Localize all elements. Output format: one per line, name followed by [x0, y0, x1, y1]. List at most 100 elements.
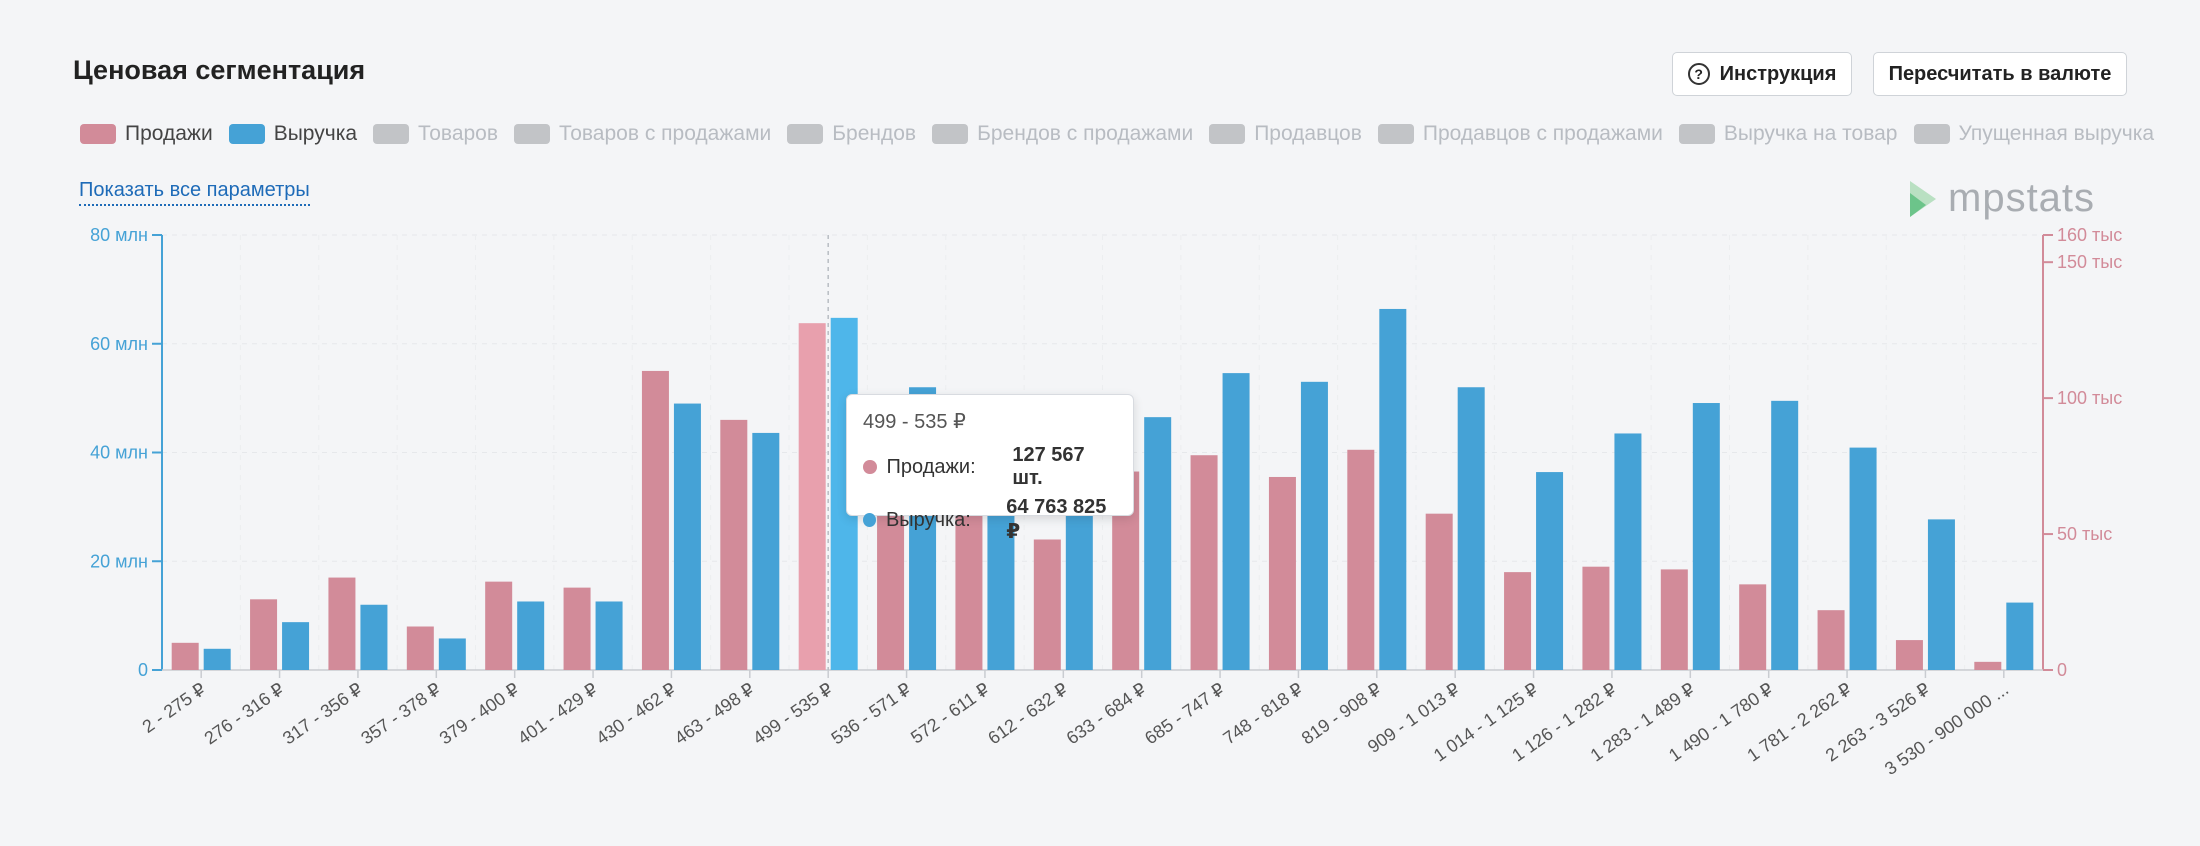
- sales-bar: [1268, 476, 1296, 670]
- tooltip-sales-value: 127 567 шт.: [1012, 444, 1085, 489]
- tooltip-row-revenue: Выручка: 64 763 825 ₽: [863, 496, 1117, 544]
- sales-bar: [250, 599, 278, 670]
- legend-label: Брендов с продажами: [977, 122, 1194, 145]
- tooltip-revenue-value: 64 763 825 ₽: [1006, 496, 1107, 543]
- help-button[interactable]: ? Инструкция: [1672, 52, 1852, 96]
- revenue-bar: [282, 622, 310, 670]
- revenue-bar: [1771, 400, 1799, 670]
- legend-label: Товаров: [418, 122, 499, 145]
- legend-label: Выручка на товар: [1723, 122, 1898, 145]
- tooltip-sales-label: Продажи:: [886, 455, 976, 478]
- revenue-bar: [1144, 417, 1172, 670]
- x-tick-label: 430 - 462 ₽: [592, 679, 679, 748]
- legend-swatch: [514, 124, 551, 144]
- legend-item-9[interactable]: Упущенная выручка: [1913, 122, 2154, 146]
- tooltip-revenue-label: Выручка:: [885, 508, 971, 531]
- legend-label: Товаров с продажами: [559, 122, 772, 145]
- legend-label: Брендов: [832, 122, 917, 145]
- legend-item-1[interactable]: Выручка: [228, 122, 358, 146]
- y-right-tick-label: 0: [2057, 660, 2067, 680]
- mpstats-logo-icon: [1910, 180, 1936, 217]
- y-right-tick-label: 160 тыс: [2057, 225, 2122, 245]
- legend-item-5[interactable]: Брендов с продажами: [932, 122, 1193, 146]
- sales-bar: [563, 587, 591, 670]
- legend-swatch: [1377, 124, 1414, 144]
- sales-bar: [641, 370, 669, 670]
- legend-item-4[interactable]: Брендов: [787, 122, 916, 146]
- recalc-currency-button[interactable]: Пересчитать в валюте: [1873, 52, 2127, 96]
- legend-item-3[interactable]: Товаров с продажами: [514, 122, 771, 146]
- sales-bar: [1504, 572, 1532, 670]
- y-right-tick-label: 50 тыс: [2057, 524, 2112, 544]
- x-tick-label: 536 - 571 ₽: [828, 679, 915, 748]
- x-tick-label: 685 - 747 ₽: [1141, 679, 1228, 748]
- x-tick-label: 572 - 611 ₽: [907, 679, 993, 748]
- sales-bar: [1817, 610, 1845, 670]
- legend-label: Продавцов: [1254, 122, 1362, 145]
- recalc-button-label: Пересчитать в валюте: [1888, 62, 2112, 85]
- page-title: Ценовая сегментация: [73, 55, 366, 85]
- revenue-bar: [752, 432, 780, 670]
- x-tick-label: 401 - 429 ₽: [514, 679, 601, 748]
- revenue-bar: [673, 403, 701, 670]
- legend-label: Выручка: [273, 122, 358, 145]
- revenue-bar: [438, 638, 466, 670]
- legend-item-7[interactable]: Продавцов с продажами: [1377, 122, 1663, 146]
- show-all-params-link[interactable]: Показать все параметры: [79, 179, 310, 206]
- legend-swatch: [932, 124, 969, 144]
- sales-bar: [1582, 566, 1610, 670]
- sales-bar: [485, 581, 513, 670]
- tooltip-title: 499 - 535 ₽: [863, 411, 966, 433]
- chart-tooltip: 499 - 535 ₽ Продажи: 127 567 шт. Выручка…: [846, 394, 1134, 543]
- help-button-label: Инструкция: [1719, 62, 1837, 85]
- x-tick-label: 317 - 356 ₽: [279, 679, 366, 748]
- revenue-bar: [1222, 373, 1250, 670]
- legend-label: Продавцов с продажами: [1422, 122, 1663, 145]
- x-tick-label: 612 - 632 ₽: [984, 679, 1071, 748]
- sales-bar: [1190, 455, 1218, 670]
- legend-swatch: [1913, 124, 1950, 144]
- revenue-bar: [360, 604, 388, 670]
- logo-text: mpstats: [1948, 176, 2096, 220]
- legend-swatch: [373, 124, 410, 144]
- sales-bar: [720, 419, 748, 670]
- sales-bar: [1347, 449, 1375, 670]
- legend-item-8[interactable]: Выручка на товар: [1678, 122, 1898, 146]
- revenue-bar: [1692, 403, 1720, 670]
- sales-bar: [1425, 513, 1453, 670]
- x-tick-label: 633 - 684 ₽: [1063, 679, 1150, 748]
- revenue-bar: [517, 601, 545, 670]
- x-tick-label: 379 - 400 ₽: [436, 679, 523, 748]
- sales-bar: [1895, 640, 1923, 670]
- y-left-tick-label: 40 млн: [90, 443, 148, 463]
- tooltip-sales-dot: [863, 460, 877, 474]
- legend-swatch: [1678, 124, 1715, 144]
- revenue-bar: [2006, 602, 2034, 670]
- x-tick-label: 276 - 316 ₽: [201, 679, 288, 748]
- tooltip-row-sales: Продажи: 127 567 шт.: [863, 444, 1117, 490]
- revenue-bar: [1614, 433, 1642, 670]
- legend-item-0[interactable]: Продажи: [80, 122, 213, 146]
- legend-item-6[interactable]: Продавцов: [1209, 122, 1362, 146]
- y-right-tick-label: 150 тыс: [2057, 252, 2122, 272]
- revenue-bar: [1927, 519, 1955, 670]
- revenue-bar: [1849, 447, 1877, 670]
- revenue-bar: [1536, 472, 1564, 670]
- legend-swatch: [228, 124, 265, 144]
- x-tick-label: 463 - 498 ₽: [671, 679, 758, 748]
- revenue-bar: [1457, 387, 1485, 670]
- sales-bar: [1974, 661, 2002, 670]
- legend-swatch: [80, 124, 116, 144]
- sales-bar: [798, 323, 826, 670]
- sales-bar: [1739, 584, 1767, 670]
- x-tick-label: 499 - 535 ₽: [749, 679, 836, 748]
- x-tick-label: 2 - 275 ₽: [139, 679, 210, 737]
- y-left-tick-label: 80 млн: [90, 225, 148, 245]
- revenue-bar: [595, 601, 623, 670]
- chart-legend: Продажи Выручка Товаров Товаров с продажами…: [80, 122, 2154, 146]
- sales-bar: [406, 626, 434, 670]
- sales-bar: [171, 642, 199, 670]
- legend-swatch: [1209, 124, 1246, 144]
- legend-item-2[interactable]: Товаров: [373, 122, 498, 146]
